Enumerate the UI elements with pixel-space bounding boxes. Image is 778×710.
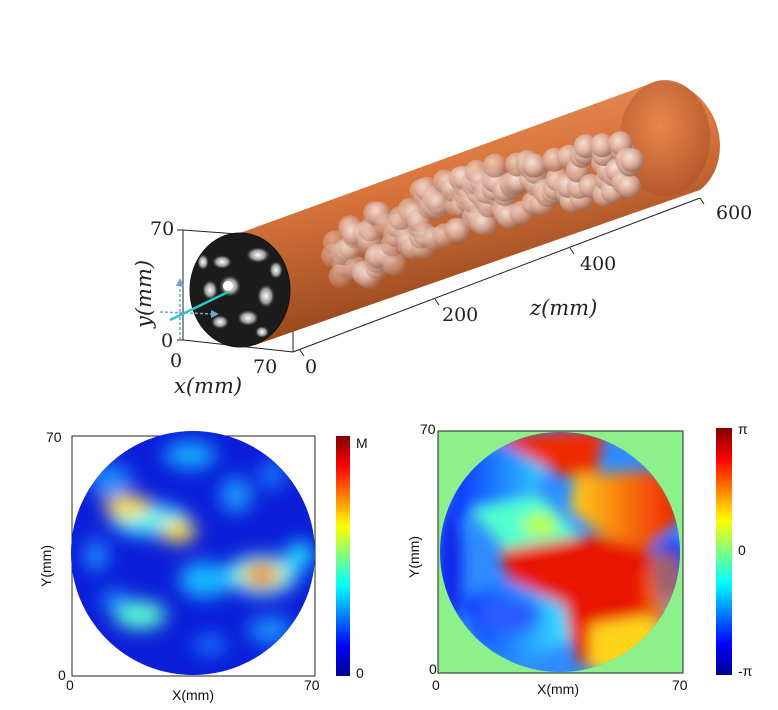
phase-colorbar-neg-pi: -π (738, 663, 753, 679)
y-axis-label-3d: y(mm) (132, 259, 156, 328)
amp-colorbar-min: 0 (356, 665, 364, 681)
phase-colorbar (716, 428, 732, 675)
phase-colorbar-zero: 0 (738, 542, 746, 558)
amplitude-map-panel: 70 0 0 70 X(mm) Y(mm) M 0 (0, 415, 390, 710)
amp-x-label: X(mm) (172, 687, 214, 703)
scatterer-sphere (620, 148, 645, 173)
phase-y-tick-70: 70 (420, 421, 436, 437)
scatterer-sphere (382, 251, 407, 276)
z-axis-label-3d: z(mm) (530, 296, 598, 320)
phase-x-tick-70: 70 (672, 677, 688, 693)
amplitude-map-svg (71, 431, 350, 677)
fiber-3d-svg (159, 80, 720, 357)
scatterer-sphere (482, 153, 507, 178)
y-tick-70: 70 (150, 218, 175, 240)
z-tick-200: 200 (442, 304, 479, 326)
phase-y-label: Y(mm) (406, 536, 422, 578)
scatterer-sphere (617, 174, 642, 199)
x-axis-label-3d: x(mm) (174, 374, 243, 398)
fiber-far-cap (620, 80, 710, 196)
phase-y-tick-0: 0 (429, 661, 437, 677)
scatterer-sphere (590, 133, 615, 158)
phase-x-label: X(mm) (537, 681, 579, 697)
fiber-3d-view: y(mm) 70 0 0 70 x(mm) 0 200 400 600 z(mm… (132, 80, 753, 398)
scatterer-sphere (522, 153, 547, 178)
z-tick-0: 0 (305, 356, 318, 378)
amp-y-tick-70: 70 (46, 429, 62, 445)
beam-axes-arrows (159, 278, 229, 340)
phase-map-svg (437, 428, 732, 675)
y-tick-0: 0 (161, 330, 174, 352)
phase-map-panel: 70 0 0 70 X(mm) Y(mm) π 0 -π (390, 415, 778, 710)
end-face-speckle (190, 233, 290, 347)
phase-x-tick-0: 0 (432, 677, 440, 693)
amplitude-colorbar (336, 436, 350, 676)
amp-x-tick-0: 0 (66, 677, 74, 693)
z-tick-600: 600 (716, 202, 753, 224)
amp-x-tick-70: 70 (304, 677, 320, 693)
phase-colorbar-pi: π (738, 421, 748, 437)
z-tick-400: 400 (580, 253, 617, 275)
x-tick-70: 70 (253, 356, 278, 378)
scatterer-spheres (321, 131, 645, 289)
amp-y-label: Y(mm) (38, 545, 54, 587)
scatterer-sphere (473, 211, 497, 236)
amp-colorbar-max: M (356, 435, 368, 451)
z-axis-ticks (299, 197, 705, 357)
amp-y-tick-0: 0 (58, 667, 66, 683)
x-tick-0: 0 (170, 350, 183, 372)
